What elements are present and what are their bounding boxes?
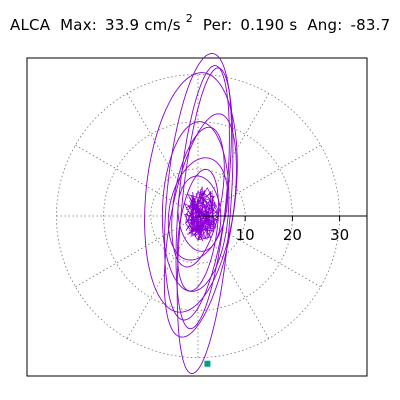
tick-label: 30 [330, 226, 349, 244]
motion-loop [177, 175, 222, 252]
end-marker-point [204, 360, 211, 367]
tick-label: 10 [236, 226, 255, 244]
plot-frame [26, 57, 368, 377]
grid-spoke [126, 215, 199, 339]
max-label: Max: [60, 16, 98, 34]
station-code: ALCA [10, 16, 51, 34]
max-exponent: 2 [185, 12, 193, 25]
period-value: 0.190 s [240, 16, 298, 34]
period-label: Per: [202, 16, 233, 34]
tick-label: 20 [283, 226, 302, 244]
motion-loop [176, 168, 220, 292]
radial-axis: 10 20 30 [198, 215, 367, 244]
grid-spoke [126, 93, 199, 217]
grid-spoke [197, 215, 321, 288]
motion-loop [175, 65, 230, 330]
motion-cluster [183, 186, 220, 242]
end-marker [204, 360, 211, 367]
motion-traces [144, 53, 238, 374]
max-value: 33.9 cm/s [105, 16, 181, 34]
motion-loop [167, 157, 229, 261]
angle-label: Ang: [307, 16, 343, 34]
motion-loop [176, 67, 234, 374]
motion-loop [171, 126, 225, 268]
plot-header: ALCA Max: 33.9 cm/s 2 Per: 0.190 s Ang: -83.7 [10, 12, 391, 34]
motion-loop [163, 113, 237, 338]
motion-loop [144, 72, 238, 313]
motion-loop [161, 121, 230, 292]
angle-value: -83.7 [350, 16, 391, 34]
grid-spoke [197, 144, 321, 217]
